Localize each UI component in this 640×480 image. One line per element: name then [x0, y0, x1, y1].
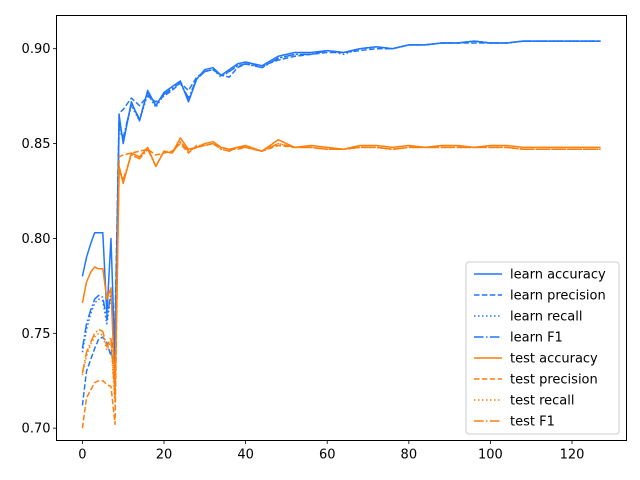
legend: learn accuracy learn precision learn recal…	[465, 261, 620, 435]
legend-label: test F1	[510, 415, 555, 430]
y-tick-label: 0.75	[22, 327, 51, 342]
legend-label: learn F1	[510, 331, 563, 346]
y-tick-label: 0.80	[22, 232, 51, 247]
x-tick-label: 100	[478, 448, 503, 463]
x-tick-label: 40	[237, 448, 254, 463]
series-layer	[81, 40, 601, 429]
y-axis: 0.70 0.75 0.80 0.85 0.90	[22, 42, 57, 437]
legend-box	[465, 261, 620, 435]
x-tick-label: 0	[78, 448, 86, 463]
series-line-learn-f1	[81, 40, 601, 349]
x-tick-label: 20	[156, 448, 173, 463]
x-tick-label: 120	[560, 448, 585, 463]
y-tick-label: 0.90	[22, 42, 51, 57]
x-tick-label: 80	[401, 448, 418, 463]
plot-frame	[56, 15, 627, 441]
legend-label: learn accuracy	[510, 268, 606, 283]
series-line-test-f1	[81, 140, 601, 401]
x-axis: 0 20 40 60 80 100 120	[78, 440, 585, 463]
legend-label: test recall	[510, 394, 575, 409]
legend-label: test accuracy	[510, 352, 598, 367]
legend-label: learn precision	[510, 289, 606, 304]
y-tick-label: 0.70	[22, 422, 51, 437]
legend-label: learn recall	[510, 310, 582, 325]
legend-label: test precision	[510, 373, 598, 388]
y-tick-label: 0.85	[22, 137, 51, 152]
x-tick-label: 60	[319, 448, 336, 463]
